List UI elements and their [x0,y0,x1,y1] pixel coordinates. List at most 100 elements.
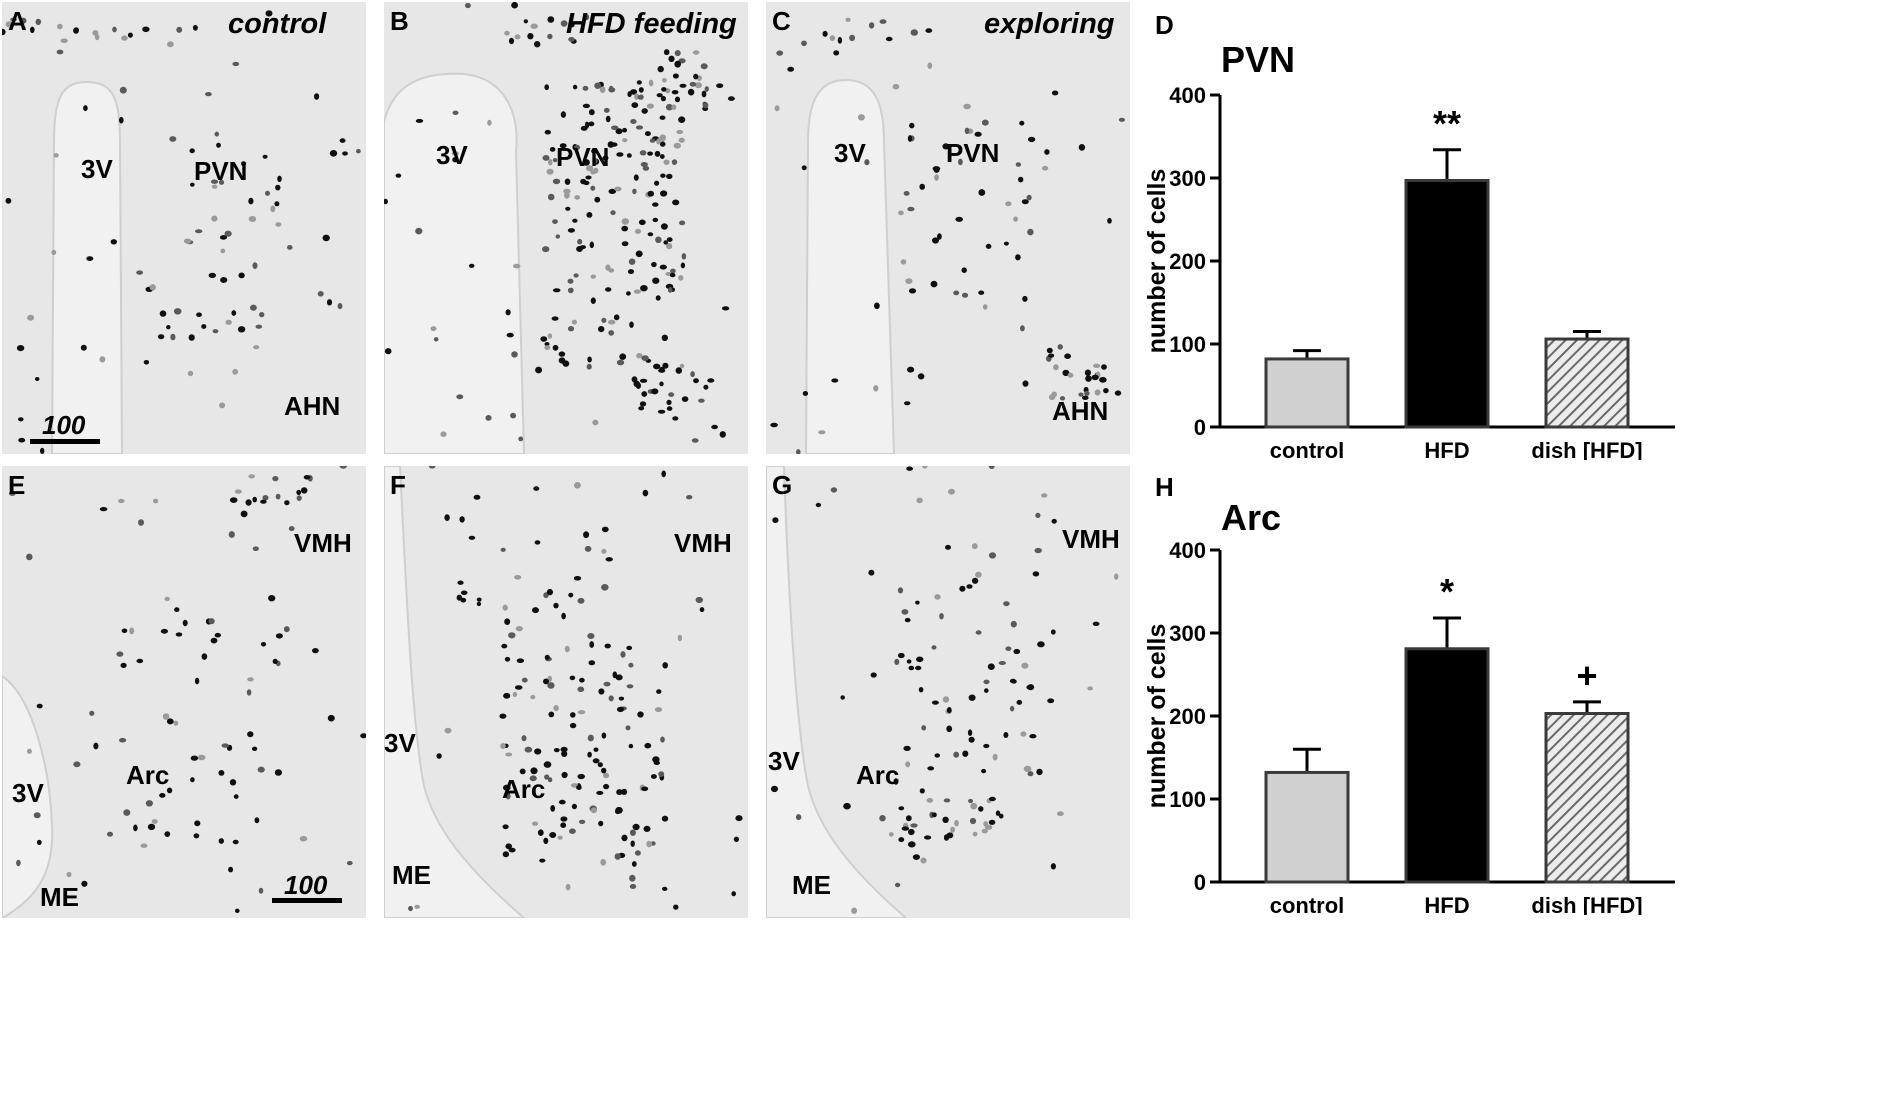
stained-cell [118,498,125,504]
stained-cell [594,82,602,89]
stained-cell [610,210,616,216]
stained-cell [903,191,910,196]
stained-cell [188,334,195,341]
stained-cell [633,174,639,181]
stained-cell [905,761,911,768]
stained-cell [547,193,555,201]
stained-cell [210,637,218,644]
stained-cell [674,96,681,103]
stained-cell [647,190,655,197]
stained-cell [1005,646,1012,651]
stained-cell [459,516,465,523]
stained-cell [582,159,590,166]
stained-cell [621,218,629,225]
stained-cell [175,632,183,637]
region-label-ahn: AHN [1052,396,1109,426]
stained-cell [885,36,893,42]
stained-cell [587,734,594,742]
stained-cell [544,129,551,135]
stained-cell [500,547,506,552]
stained-cell [984,688,989,693]
stained-cell [508,632,516,639]
stained-cell [953,751,960,758]
micrograph-f: F VMH 3V Arc ME [384,466,748,918]
stained-cell [1035,512,1041,518]
stained-cell [620,651,626,658]
stained-cell [504,30,510,36]
stained-cell [110,239,118,245]
stained-cell [544,774,550,780]
stained-cell [57,23,63,30]
region-label-vmh: VMH [1062,524,1120,554]
stained-cell [107,831,113,837]
y-tick-label: 0 [1194,415,1206,440]
region-label-arc: Arc [126,760,170,790]
stained-cell [987,663,995,670]
stained-cell [521,677,528,683]
stained-cell [580,125,588,131]
stained-cell [894,882,901,888]
stained-cell [727,96,735,101]
stained-cell [868,569,875,576]
stained-cell [641,108,648,114]
stained-cell [138,519,144,526]
stained-cell [600,859,607,866]
stained-cell [255,324,263,329]
stained-cell [653,363,661,370]
stained-cell [934,594,941,600]
stained-cell [123,809,131,816]
stained-cell [647,151,653,156]
stained-cell [675,367,682,374]
stained-cell [694,82,702,89]
stained-cell [924,835,932,840]
stained-cell [36,703,43,709]
stained-cell [864,159,870,166]
stained-cell [555,234,561,239]
stained-cell [972,831,978,837]
x-tick-label: control [1270,893,1345,915]
stained-cell [601,317,607,323]
region-label-3v: 3V [436,140,468,170]
stained-cell [988,552,997,559]
stained-cell [547,333,553,339]
stained-cell [622,138,628,143]
region-label-pvn: PVN [194,156,248,186]
stained-cell [296,495,302,501]
chart-title: Arc [1221,497,1281,538]
stained-cell [572,218,578,223]
stained-cell [173,308,182,315]
panel-letter-c: C [772,6,791,36]
stained-cell [971,577,979,584]
stained-cell [523,19,528,24]
stained-cell [112,26,117,33]
stained-cells [408,466,743,912]
stained-cell [629,874,636,882]
stained-cell [962,750,969,757]
stained-cell [628,258,636,265]
stained-cell [1027,228,1034,236]
stained-cell [262,154,268,159]
stained-cell [505,752,513,757]
condition-label-exploring: exploring [984,8,1115,40]
stained-cell [642,165,650,171]
stained-cell [210,179,219,184]
stained-cell [608,188,617,194]
stained-cell [1048,353,1055,358]
stained-cell [201,324,207,329]
significance-marker: + [1576,655,1597,696]
stained-cell [553,748,560,753]
stained-cell [327,714,335,722]
stained-cell [643,825,651,832]
stained-cell [1078,144,1086,151]
stained-cell [260,642,267,647]
stained-cell [560,20,568,27]
stained-cell [162,713,170,720]
stained-cell [888,832,894,837]
stained-cell [558,351,566,357]
ventricle-shape [50,80,124,454]
stained-cell [659,366,665,373]
stained-cell [637,711,644,718]
stained-cell [690,371,695,378]
stained-cell [593,747,599,752]
stained-cell [580,178,587,185]
